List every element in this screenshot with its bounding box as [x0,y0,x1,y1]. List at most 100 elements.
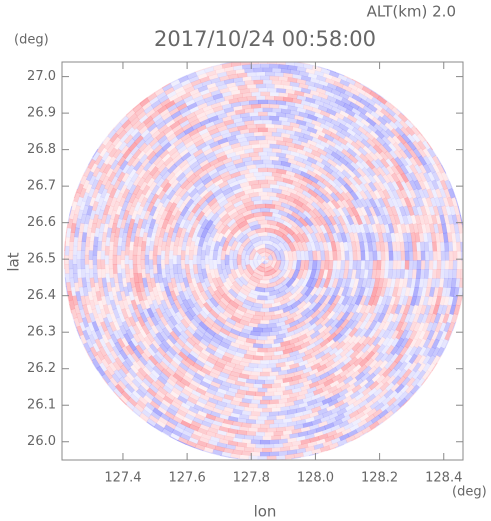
radar-cell [168,315,178,327]
radar-cell [276,168,287,175]
radar-cell [253,107,264,113]
radar-cell [464,269,466,278]
radar-cell [321,200,332,211]
radar-cell [182,416,194,425]
radar-cell [317,377,328,386]
radar-cell [407,140,417,151]
radar-cell [176,102,188,112]
radar-cell [282,177,294,185]
radar-cell [448,250,454,261]
radar-cell [161,357,171,367]
radar-cell [395,180,405,191]
radar-cell [146,150,157,161]
radar-cell [302,408,313,416]
radar-cell [129,116,140,127]
radar-cell [232,158,244,165]
radar-cell [336,277,344,289]
radar-cell [111,286,118,297]
radar-cell [311,418,322,426]
x-label: lon [254,503,277,521]
radar-cell [251,115,261,121]
radar-cell [198,214,208,226]
radar-cell [336,286,345,298]
radar-cell [369,420,380,430]
radar-cell [172,82,183,91]
radar-cell [188,128,199,137]
radar-cell [218,426,230,433]
radar-cell [191,231,199,243]
radar-cell [338,402,350,411]
radar-cell [309,436,320,443]
radar-cell [262,367,273,373]
radar-cell [182,194,193,206]
radar-cell [403,361,413,372]
radar-cell [328,215,337,226]
radar-cell [121,119,132,130]
radar-cell [214,403,225,411]
radar-cell [188,187,199,198]
radar-cell [144,264,150,274]
radar-cell [239,426,250,432]
radar-cell [363,320,373,331]
radar-cell [269,143,280,149]
radar-cell [267,179,278,185]
radar-cell [121,231,128,243]
radar-cell [103,204,111,216]
radar-cell [262,355,273,361]
radar-cell [442,277,449,288]
radar-cell [162,182,172,193]
radar-cell [101,333,110,345]
radar-cell [354,119,366,129]
radar-cell [359,319,368,331]
radar-cell [229,341,241,349]
radar-cell [82,204,90,216]
radar-cell [262,199,273,205]
radar-cell [210,89,221,97]
radar-cell [123,222,130,234]
radar-cell [152,354,163,365]
radar-cell [232,187,244,195]
radar-cell [364,250,370,261]
radar-cell [348,154,359,164]
radar-cell [207,312,218,323]
radar-cell [209,171,221,181]
radar-cell [230,453,241,459]
radar-cell [171,428,183,438]
radar-cell [109,187,117,199]
radar-cell [432,250,438,261]
radar-cell [157,375,168,385]
radar-cell [368,312,377,323]
radar-cell [253,119,264,125]
radar-cell [224,204,236,214]
radar-cell [212,64,224,71]
radar-cell [413,338,423,349]
radar-cell [410,295,417,307]
radar-cell [244,132,255,138]
radar-cell [271,383,282,389]
radar-cell [235,80,246,87]
radar-cell [363,419,374,429]
radar-cell [375,92,384,99]
radar-cell [127,397,138,407]
radar-cell [184,329,194,340]
radar-cell [365,97,376,107]
radar-cell [291,456,301,460]
radar-cell [335,361,346,371]
radar-cell [362,223,370,234]
radar-cell [165,118,176,128]
radar-cell [191,164,202,174]
radar-cell [256,253,263,260]
radar-cell [451,232,457,243]
radar-cell [384,121,395,132]
radar-cell [180,378,191,387]
radar-cell [241,450,252,456]
radar-cell [342,395,353,405]
radar-cell [448,241,454,252]
radar-cell [241,156,253,163]
radar-cell [274,71,284,77]
radar-cell [368,189,378,201]
radar-cell [270,251,278,261]
radar-cell [185,222,194,234]
radar-cell [167,227,175,238]
radar-cell [236,290,248,300]
